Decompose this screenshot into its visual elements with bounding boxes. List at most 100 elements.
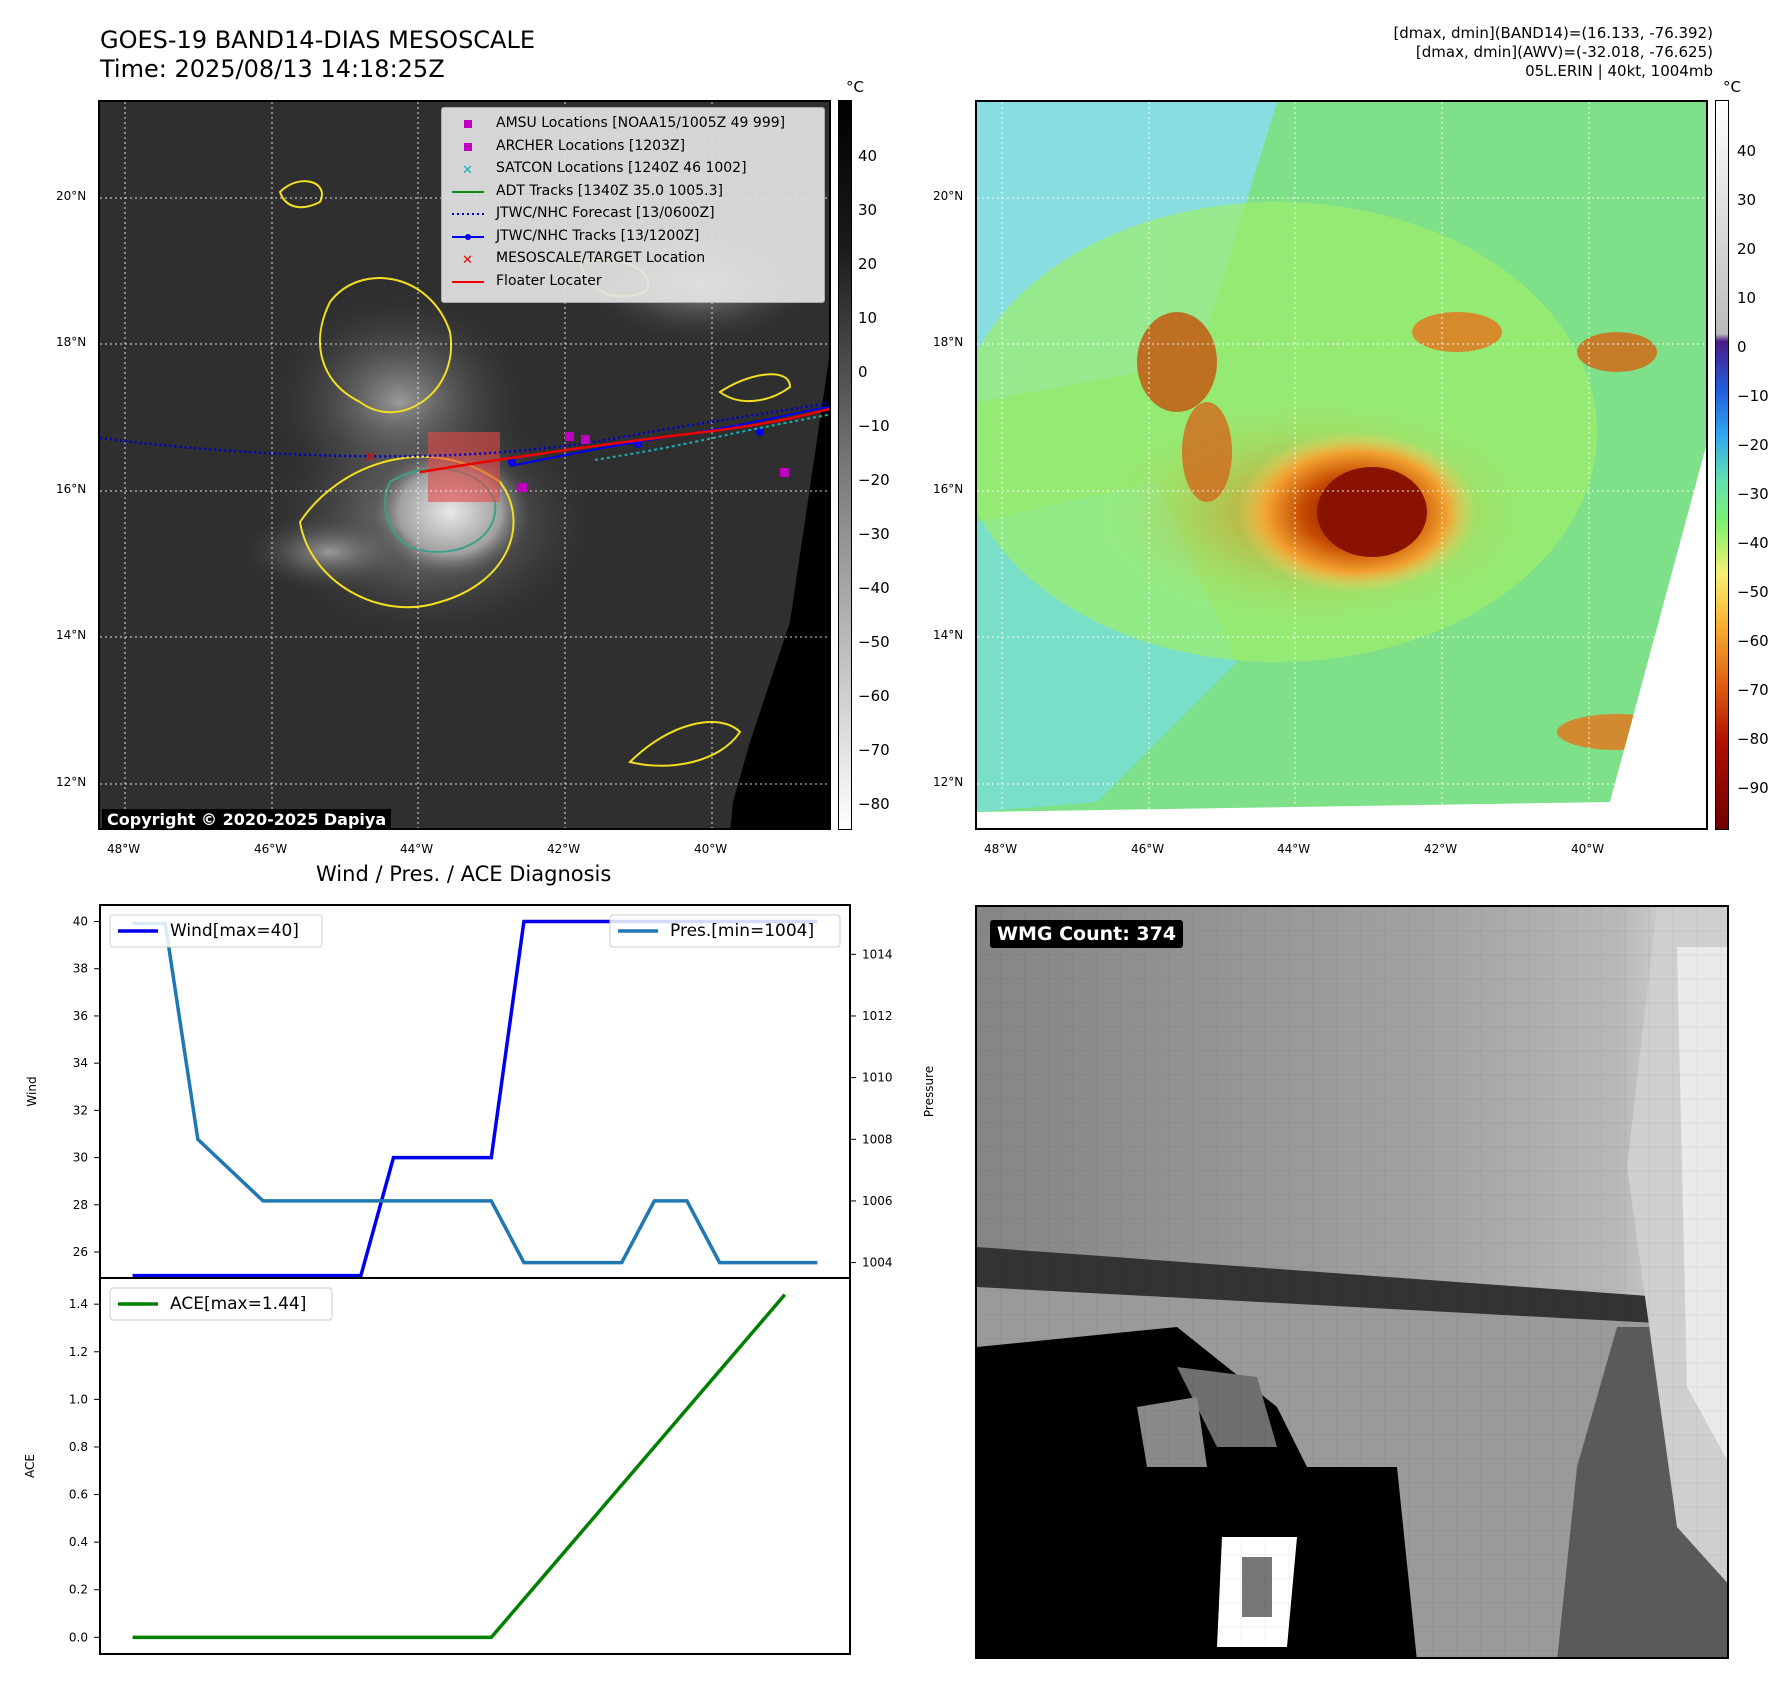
ace-subplot: 1.4 1.2 1.0 0.8 0.6 0.4 0.2 0.0 ACE ACE[max=1.44] bbox=[23, 1277, 851, 1655]
ir-map-panel: ✕ AMSU Locations [NOAA15/1005Z 49 999] AR… bbox=[98, 100, 831, 830]
colorbar2-tick: −80 bbox=[1737, 730, 1769, 748]
band14-range: [dmax, dmin](BAND14)=(16.133, -76.392) bbox=[1393, 24, 1713, 42]
colorbar1-tick: 30 bbox=[858, 201, 878, 219]
colorbar1-tick: 40 bbox=[858, 147, 878, 165]
legend-marker-icon bbox=[450, 272, 486, 292]
wind-plot-frame bbox=[99, 904, 851, 1279]
wind-tick-label: 26 bbox=[73, 1245, 88, 1259]
colorbar2-tick: 0 bbox=[1737, 338, 1747, 356]
storm-summary: 05L.ERIN | 40kt, 1004mb bbox=[1525, 62, 1713, 80]
pressure-tick-label: 1014 bbox=[862, 947, 893, 961]
lon-tick: 46°W bbox=[1131, 842, 1165, 856]
ace-plot-frame bbox=[99, 1277, 851, 1655]
colorbar2-unit: °C bbox=[1723, 78, 1741, 96]
ace-tick-label: 1.0 bbox=[69, 1392, 88, 1406]
ace-legend-label: ACE[max=1.44] bbox=[170, 1294, 306, 1314]
ace-axis-label: ACE bbox=[23, 1454, 37, 1478]
pressure-tick-label: 1012 bbox=[862, 1009, 893, 1023]
colorbar1-tick: −80 bbox=[858, 795, 890, 813]
lat-tick: 20°N bbox=[933, 189, 964, 203]
pressure-tick-label: 1010 bbox=[862, 1071, 893, 1085]
ace-tick-label: 1.4 bbox=[69, 1297, 88, 1311]
colorbar1 bbox=[838, 100, 852, 830]
legend-marker-icon: ✕ bbox=[450, 159, 486, 179]
lon-tick: 44°W bbox=[1277, 842, 1311, 856]
title-line-2: Time: 2025/08/13 14:18:25Z bbox=[100, 55, 445, 83]
color-ir-map-panel bbox=[975, 100, 1708, 830]
legend-label: SATCON Locations [1240Z 46 1002] bbox=[496, 160, 747, 176]
colorbar2-tick: 30 bbox=[1737, 191, 1757, 209]
map-legend: AMSU Locations [NOAA15/1005Z 49 999] ARCH… bbox=[441, 107, 825, 303]
legend-label: MESOSCALE/TARGET Location bbox=[496, 250, 706, 266]
colorbar1-tick: −20 bbox=[858, 471, 890, 489]
wind-legend-label: Wind[max=40] bbox=[170, 921, 299, 941]
lon-tick: 48°W bbox=[984, 842, 1018, 856]
colorbar1-tick: −40 bbox=[858, 579, 890, 597]
figure-title: GOES-19 BAND14-DIAS MESOSCALE Time: 2025… bbox=[100, 26, 535, 84]
lon-tick: 42°W bbox=[547, 842, 581, 856]
wind-tick-label: 36 bbox=[73, 1009, 88, 1023]
pressure-tick-label: 1008 bbox=[862, 1132, 893, 1146]
lon-tick: 46°W bbox=[254, 842, 288, 856]
colorbar2 bbox=[1715, 100, 1729, 830]
svg-text:✕: ✕ bbox=[364, 448, 377, 466]
storm-info: [dmax, dmin](BAND14)=(16.133, -76.392) [… bbox=[1393, 24, 1713, 81]
lon-tick: 44°W bbox=[400, 842, 434, 856]
diagnosis-chart: 40 38 36 34 32 30 28 26 1014 1012 1010 1008 1006 1004… bbox=[23, 904, 936, 1655]
lon-tick: 40°W bbox=[694, 842, 728, 856]
colorbar1-tick: −50 bbox=[858, 633, 890, 651]
lat-tick: 20°N bbox=[56, 189, 87, 203]
ace-legend-box bbox=[109, 1287, 333, 1321]
pressure-series-line bbox=[132, 921, 818, 1265]
pressure-legend-box bbox=[609, 914, 841, 948]
title-line-1: GOES-19 BAND14-DIAS MESOSCALE bbox=[100, 26, 536, 54]
lat-tick: 14°N bbox=[56, 628, 87, 642]
legend-marker-icon bbox=[450, 114, 486, 134]
wmg-image bbox=[977, 907, 1727, 1657]
ace-tick-label: 0.2 bbox=[69, 1583, 88, 1597]
legend-label: JTWC/NHC Forecast [13/0600Z] bbox=[496, 205, 715, 221]
lon-tick: 40°W bbox=[1571, 842, 1605, 856]
wind-tick-label: 30 bbox=[73, 1151, 88, 1165]
colorbar2-tick: −90 bbox=[1737, 779, 1769, 797]
legend-label: Floater Locater bbox=[496, 272, 602, 289]
colorbar2-tick: −70 bbox=[1737, 681, 1769, 699]
colorbar2-tick: −50 bbox=[1737, 583, 1769, 601]
awv-range: [dmax, dmin](AWV)=(-32.018, -76.625) bbox=[1415, 43, 1713, 61]
lat-tick: 12°N bbox=[56, 775, 87, 789]
legend-marker-icon bbox=[450, 227, 486, 247]
colorbar1-tick: 0 bbox=[858, 363, 868, 381]
legend-marker-icon bbox=[450, 137, 486, 157]
wind-pressure-subplot: 40 38 36 34 32 30 28 26 1014 1012 1010 1008 1006 1004… bbox=[25, 904, 936, 1279]
colorbar2-tick: −10 bbox=[1737, 387, 1769, 405]
svg-text:✕: ✕ bbox=[462, 163, 473, 178]
ace-series-line bbox=[132, 1293, 787, 1640]
wind-tick-label: 38 bbox=[73, 962, 88, 976]
colorbar1-tick: −60 bbox=[858, 687, 890, 705]
lat-tick: 16°N bbox=[56, 482, 87, 496]
ace-tick-label: 0.8 bbox=[69, 1440, 88, 1454]
colorbar1-tick: 20 bbox=[858, 255, 878, 273]
colorbar1-tick: −70 bbox=[858, 741, 890, 759]
wmg-count-badge: WMG Count: 374 bbox=[990, 920, 1184, 948]
colorbar2-tick: 40 bbox=[1737, 142, 1757, 160]
wmg-panel bbox=[975, 905, 1729, 1659]
colorbar2-tick: −20 bbox=[1737, 436, 1769, 454]
lat-tick: 14°N bbox=[933, 628, 964, 642]
legend-label: ADT Tracks [1340Z 35.0 1005.3] bbox=[496, 182, 723, 199]
colorbar1-unit: °C bbox=[846, 78, 864, 96]
wind-axis-label: Wind bbox=[25, 1076, 39, 1106]
pressure-tick-label: 1006 bbox=[862, 1194, 893, 1208]
colorbar2-tick: −30 bbox=[1737, 485, 1769, 503]
wind-legend-box bbox=[109, 914, 323, 948]
ace-tick-label: 1.2 bbox=[69, 1345, 88, 1359]
wind-tick-label: 40 bbox=[73, 915, 88, 929]
pressure-axis-label: Pressure bbox=[922, 1066, 936, 1117]
lon-tick: 42°W bbox=[1424, 842, 1458, 856]
lat-tick: 16°N bbox=[933, 482, 964, 496]
colorbar1-tick: −10 bbox=[858, 417, 890, 435]
diagnosis-title: Wind / Pres. / ACE Diagnosis bbox=[316, 862, 612, 886]
legend-marker-icon bbox=[450, 204, 486, 224]
pressure-legend-label: Pres.[min=1004] bbox=[670, 921, 814, 941]
ace-tick-label: 0.0 bbox=[69, 1630, 88, 1644]
